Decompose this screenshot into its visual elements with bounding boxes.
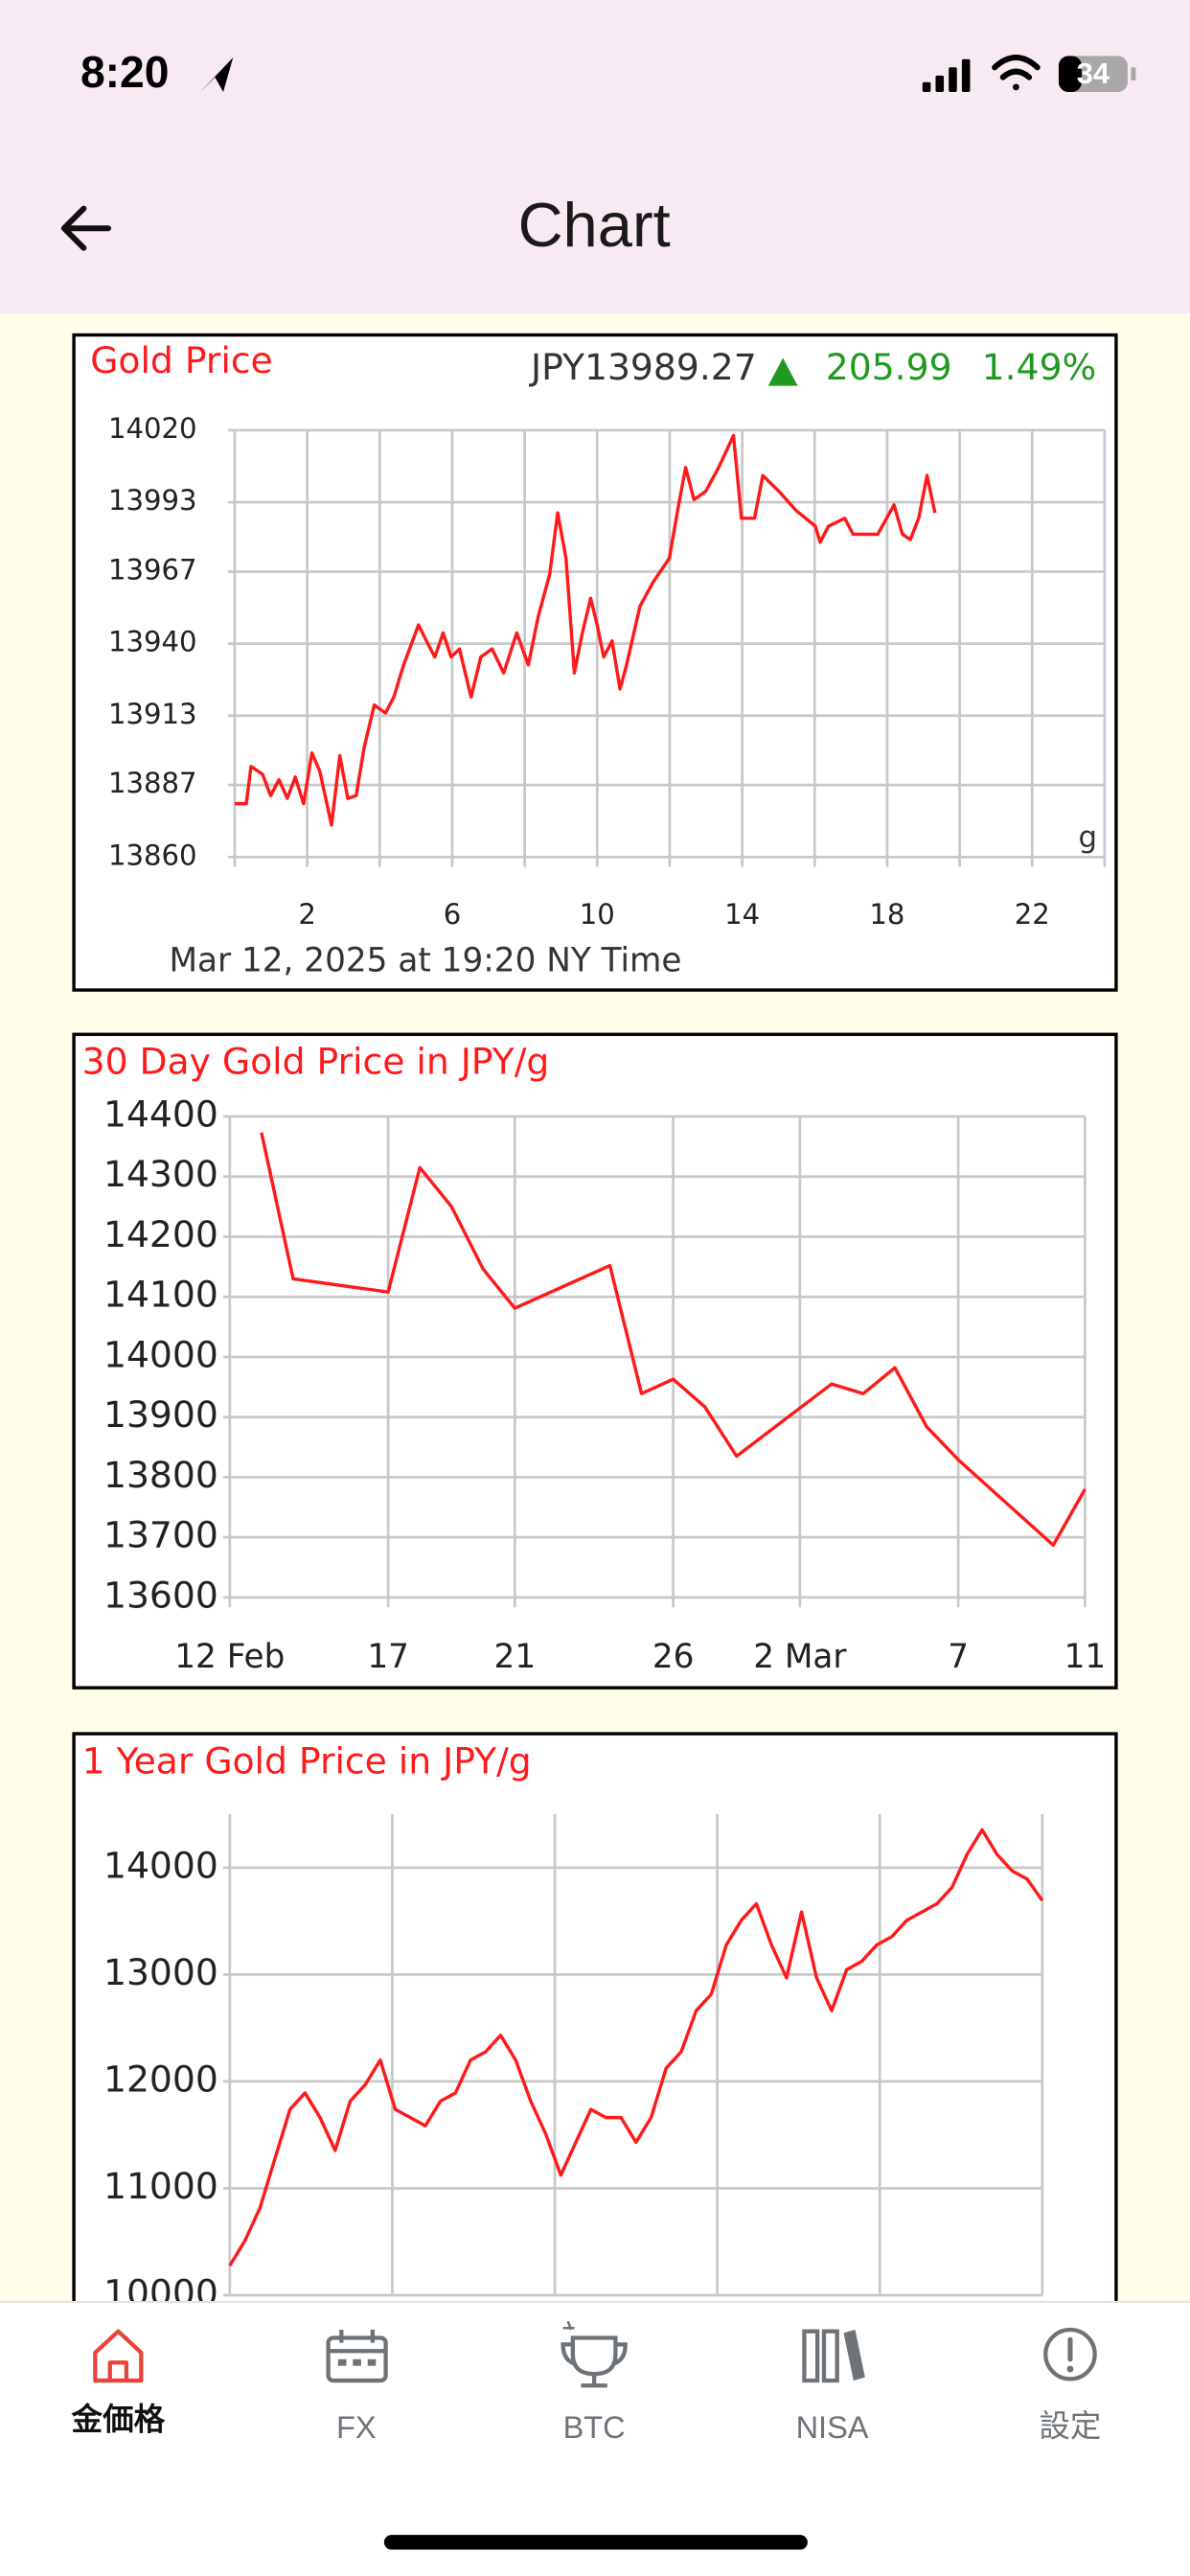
x-tick-label: 26 [652, 1638, 695, 1676]
wifi-icon [992, 55, 1041, 91]
y-tick-label: 14300 [103, 1153, 218, 1195]
battery-level: 34 [1077, 57, 1110, 90]
back-button[interactable] [60, 205, 112, 251]
status-time: 8:20 [80, 47, 170, 97]
y-tick-label: 13700 [103, 1514, 218, 1556]
charts: 2 6 10 14 18 22138601388713913139401396713993… [72, 333, 1118, 2393]
chart-footnote: Mar 12, 2025 at 19:20 NY Time [169, 941, 681, 979]
x-tick-label: 10 [580, 898, 615, 931]
tab-label: BTC [563, 2410, 626, 2445]
x-tick-label: 2 Mar [753, 1638, 847, 1676]
tab-label: 金価格 [71, 2401, 166, 2436]
x-tick-label: 18 [869, 898, 904, 931]
x-tick-label: 22 [1015, 898, 1050, 931]
y-tick-label: 13993 [108, 484, 197, 517]
signal-icon [922, 58, 971, 93]
x-tick-label: 11 [1064, 1638, 1107, 1676]
chart-frame [72, 1032, 1118, 1690]
chart-title: Gold Price [90, 339, 273, 381]
y-tick-label: 13600 [103, 1574, 218, 1616]
tab-label: FX [336, 2410, 377, 2445]
y-tick-label: 13967 [108, 553, 197, 586]
chart-title: 30 Day Gold Price in JPY/g [82, 1041, 550, 1083]
price-line [234, 433, 937, 827]
location-icon [199, 58, 234, 93]
tab-nisa[interactable]: NISA [796, 2329, 869, 2445]
change-percent: 1.49% [982, 346, 1097, 388]
x-tick-label: 7 [948, 1638, 969, 1676]
chart-frame [72, 1732, 1118, 2393]
tab-label: NISA [796, 2410, 869, 2445]
y-tick-label: 14020 [108, 412, 197, 445]
y-tick-label: 12000 [103, 2058, 218, 2100]
x-tick-label: 12 Feb [174, 1638, 285, 1676]
tab-home[interactable]: 金価格 [71, 2329, 166, 2437]
top-bar [0, 0, 1190, 314]
y-tick-label: 14100 [103, 1274, 218, 1316]
y-tick-label: 13000 [103, 1951, 218, 1993]
y-tick-label: 13900 [103, 1393, 218, 1436]
x-tick-label: 14 [724, 898, 760, 931]
chart: 12 Feb 17 21 26 2 Mar 7 11 13600 13700 13800 13900… [72, 1032, 1118, 1690]
chart-frame [72, 333, 1118, 992]
y-tick-label: 14400 [103, 1092, 218, 1135]
x-tick-label: 6 [444, 898, 462, 931]
x-tick-label: 21 [494, 1638, 537, 1676]
price-line [228, 1828, 1044, 2266]
tab-btc[interactable]: BTC [561, 2320, 628, 2445]
y-tick-label: 13887 [108, 767, 197, 799]
chart: 2 6 10 14 18 22 13860 13887 13913 13940 13967 13993… [72, 333, 1118, 992]
y-tick-label: 13913 [108, 698, 197, 730]
up-arrow-icon [767, 357, 798, 386]
y-tick-label: 13860 [108, 839, 197, 871]
battery-icon: 34 [1058, 56, 1136, 93]
x-tick-label: 2 [298, 898, 316, 931]
change-value: 205.99 [826, 346, 952, 388]
y-tick-label: 14200 [103, 1213, 218, 1255]
tab-bar: 金価格 FX BTC NISA 設定 [0, 2300, 1190, 2576]
x-tick-label: 17 [367, 1638, 409, 1676]
y-tick-label: 13800 [103, 1454, 218, 1496]
y-tick-label: 11000 [103, 2165, 218, 2207]
y-tick-label: 14000 [103, 1844, 218, 1886]
tab-fx[interactable]: FX [326, 2329, 388, 2445]
price-line [260, 1132, 1087, 1548]
chart-title: 1 Year Gold Price in JPY/g [82, 1739, 532, 1782]
tab-label: 設定 [1039, 2408, 1101, 2443]
tab-settings[interactable]: 設定 [1039, 2327, 1101, 2443]
unit-label: g [1079, 820, 1098, 855]
y-tick-label: 14000 [103, 1333, 218, 1375]
home-indicator [383, 2535, 808, 2550]
header-title: Chart [518, 190, 671, 260]
price-value: JPY13989.27 [529, 346, 757, 388]
y-tick-label: 13940 [108, 626, 197, 658]
